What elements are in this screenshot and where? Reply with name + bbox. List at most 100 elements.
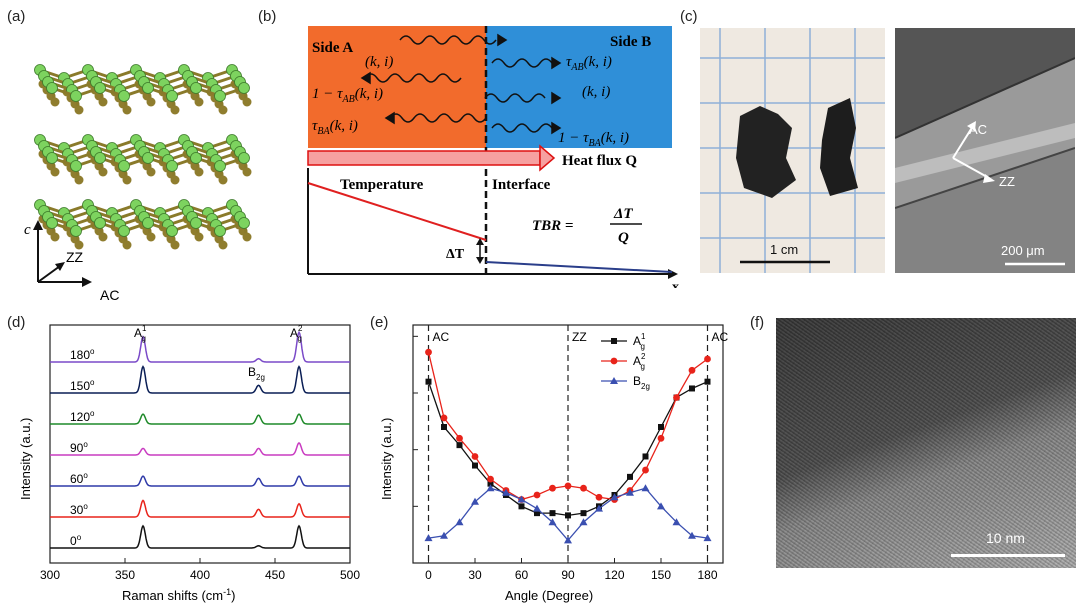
zz-direction-arrow xyxy=(952,157,990,179)
data-point xyxy=(657,502,665,510)
crystal-atom xyxy=(122,175,132,185)
crystal-atom xyxy=(190,217,202,229)
x-tick-label: 450 xyxy=(265,568,285,582)
panel-label-d: (d) xyxy=(7,314,26,331)
data-point xyxy=(688,531,696,539)
data-point xyxy=(642,453,649,460)
crystal-atom xyxy=(50,232,60,242)
crystal-atom xyxy=(146,167,156,177)
crystal-atom xyxy=(94,82,106,94)
data-point xyxy=(548,518,557,526)
spectrum-angle-label: 60o xyxy=(70,471,88,486)
legend-label: A1 g xyxy=(633,332,646,351)
crystal-atom xyxy=(122,105,132,115)
crystal-atom xyxy=(214,90,226,102)
spectrum-angle-label: 120o xyxy=(70,409,95,424)
crystal-atom xyxy=(46,82,58,94)
crystal-atom xyxy=(218,175,228,185)
data-point xyxy=(471,453,479,460)
tbr-label: TBR = xyxy=(532,218,573,234)
data-point xyxy=(425,348,432,356)
reference-label: AC xyxy=(712,330,729,344)
crystal-atom xyxy=(94,152,106,164)
spectrum-line xyxy=(50,365,350,394)
side-a-label: Side A xyxy=(312,40,353,56)
data-point xyxy=(549,484,556,492)
legend-marker xyxy=(610,377,618,384)
spectrum-line xyxy=(50,499,350,518)
crystal-atom xyxy=(238,152,250,164)
x-tick-label: 30 xyxy=(468,568,482,582)
x-tick-label: 350 xyxy=(115,568,135,582)
data-point xyxy=(440,531,448,539)
crystal-atom xyxy=(50,167,60,177)
data-point xyxy=(595,493,603,501)
crystal-atom xyxy=(74,175,84,185)
crystal-atom xyxy=(142,82,154,94)
crystal-layers xyxy=(34,64,252,250)
tau-ab-label: τAB(k, i) xyxy=(566,54,612,73)
crystal-atom xyxy=(94,217,106,229)
crystal-atom xyxy=(98,97,108,107)
data-point xyxy=(487,475,494,483)
data-point xyxy=(502,488,510,496)
data-point xyxy=(472,462,478,469)
ac-direction-arrow xyxy=(952,125,974,159)
crystal-atom xyxy=(46,152,58,164)
crystal-atom xyxy=(74,105,84,115)
x-tick-label: 400 xyxy=(190,568,210,582)
tbr-numerator: ΔT xyxy=(613,206,633,222)
sample-flake-1 xyxy=(736,106,796,198)
data-point xyxy=(658,424,664,430)
data-point xyxy=(704,378,711,385)
data-point xyxy=(534,510,540,517)
data-point xyxy=(564,536,572,544)
axis-c-label: c xyxy=(24,222,31,238)
crystal-atom xyxy=(46,217,58,229)
crystal-atom xyxy=(190,152,202,164)
scale-label-10nm: 10 nm xyxy=(986,530,1025,546)
crystal-atom xyxy=(50,97,60,107)
data-point xyxy=(441,424,447,430)
crystal-atom xyxy=(194,167,204,177)
spectrum-angle-label: 30o xyxy=(70,502,88,517)
data-point xyxy=(673,394,680,401)
crystal-atom xyxy=(74,240,84,250)
crystal-atom xyxy=(242,97,252,107)
legend-marker xyxy=(610,357,618,365)
axis-ac-label: AC xyxy=(100,287,119,303)
temperature-label: Temperature xyxy=(340,177,424,193)
crystal-atom xyxy=(70,90,82,102)
spectrum-line xyxy=(50,330,350,363)
data-point xyxy=(440,414,448,422)
x-tick-label: 500 xyxy=(340,568,360,582)
panel-label-b: (b) xyxy=(258,8,277,25)
temperature-profile-b xyxy=(485,261,673,273)
heat-flux-arrow xyxy=(307,144,556,172)
crystal-atom xyxy=(70,160,82,172)
crystal-atom xyxy=(170,240,180,250)
x-axis-title: Angle (Degree) xyxy=(505,588,593,603)
scale-label-200um: 200 μm xyxy=(1001,243,1045,258)
spectrum-angle-label: 90o xyxy=(70,440,88,455)
crystal-atom xyxy=(98,232,108,242)
crystal-atom xyxy=(170,105,180,115)
x-axis-label: x xyxy=(672,280,679,288)
crystal-atom xyxy=(194,232,204,242)
tau-ba-label: τBA(k, i) xyxy=(312,118,358,137)
data-point xyxy=(703,534,712,542)
spectrum-line xyxy=(50,475,350,487)
axes-triad xyxy=(33,220,92,287)
crystal-structure-figure: c ZZ AC xyxy=(24,64,252,303)
peak-a2g-label: A2 g xyxy=(290,324,303,343)
zz-direction-label: ZZ xyxy=(999,174,1015,189)
data-point xyxy=(564,482,572,490)
spectrum-line xyxy=(50,441,350,456)
side-a-region xyxy=(308,26,486,148)
peak-b2g-label: B2g xyxy=(248,365,265,382)
crystal-atom xyxy=(218,105,228,115)
crystal-atom xyxy=(146,232,156,242)
sample-flake-2 xyxy=(820,98,858,196)
crystal-atom xyxy=(70,225,82,237)
